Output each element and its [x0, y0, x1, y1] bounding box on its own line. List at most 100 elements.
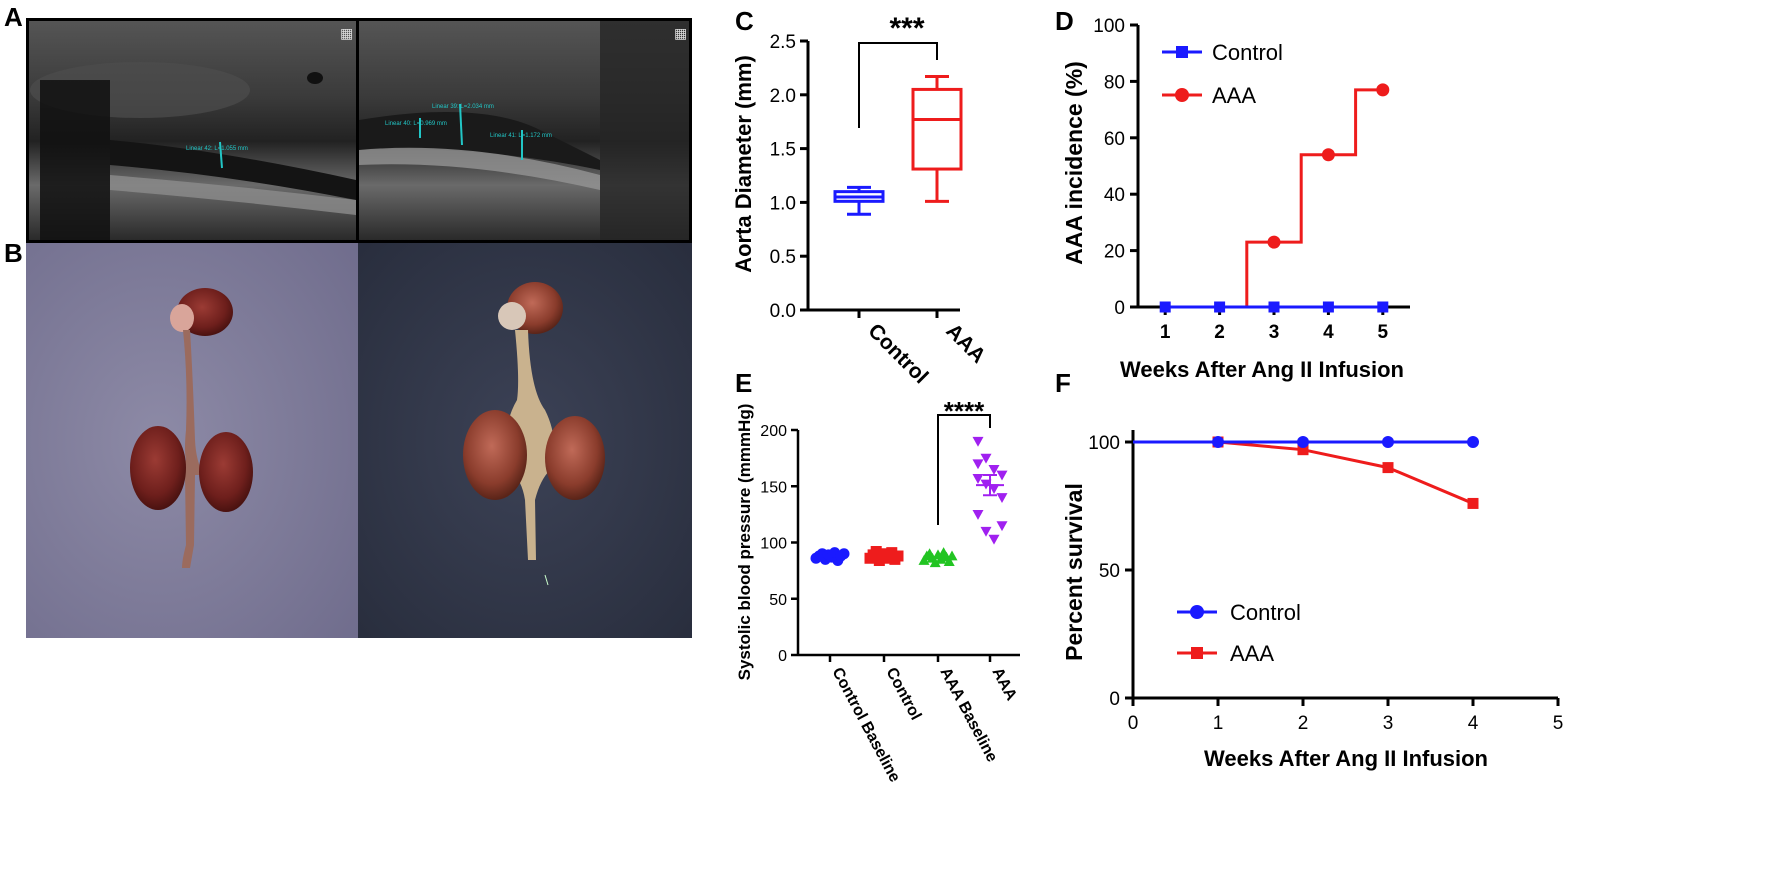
data-point-control	[1212, 436, 1224, 448]
ultrasound-right: Linear 40: L=0.969 mm Linear 39: L=2.034…	[359, 21, 689, 240]
x-tick-label: Control	[863, 319, 932, 388]
data-point-control	[1159, 301, 1171, 313]
panel-c: C Aorta Diameter (mm) 0.0 0.5 1.0 1.5 2.0 2.5…	[731, 6, 990, 388]
data-point	[988, 534, 1000, 545]
data-point	[972, 459, 984, 470]
x-tick-label: 3	[1269, 322, 1280, 343]
x-tick-label: 2	[1298, 713, 1309, 734]
y-tick-label: 150	[760, 479, 787, 496]
axes-f: 0 50 100 0 1 2 3 4 5	[1088, 430, 1563, 734]
x-axis-label-d: Weeks After Ang II Infusion	[1120, 357, 1404, 382]
x-tick-label: 2	[1214, 322, 1225, 343]
panel-label-a: A	[4, 2, 23, 32]
y-tick-label: 100	[1093, 16, 1125, 37]
data-point-aaa	[1376, 83, 1390, 97]
marks-c	[833, 42, 963, 216]
y-tick-label: 100	[1088, 433, 1120, 454]
panel-e: E Systolic blood pressure (mmmHg) 0 50 100…	[735, 368, 1020, 785]
y-tick-label: 80	[1104, 72, 1125, 93]
corner-icon: ▦	[340, 25, 353, 41]
data-point-control	[1322, 301, 1334, 313]
y-tick-label: 2.0	[770, 86, 796, 107]
data-point	[988, 484, 1000, 494]
y-tick-label: 100	[760, 536, 787, 553]
x-tick-label: 1	[1160, 322, 1171, 343]
legend-marker	[1191, 647, 1203, 659]
y-axis-label-f: Percent survival	[1061, 483, 1087, 661]
x-tick-label: 1	[1213, 713, 1224, 734]
legend-label: AAA	[1230, 641, 1274, 666]
panel-label-d: D	[1055, 6, 1074, 36]
data-point	[980, 453, 992, 464]
y-tick-label: 1.5	[770, 140, 796, 161]
y-tick-label: 2.5	[770, 32, 796, 53]
measurement-label: Linear 41: L=1.172 mm	[490, 133, 552, 139]
corner-icon: ▦	[674, 25, 687, 41]
x-tick-label: AAA	[941, 319, 989, 367]
y-tick-label: 40	[1104, 185, 1125, 206]
x-axis-label-f: Weeks After Ang II Infusion	[1204, 746, 1488, 771]
axes-c: 0.0 0.5 1.0 1.5 2.0 2.5 Control AAA	[770, 32, 990, 388]
panel-a: A Linear 42: L=1.055 mm ▦ Linear 40: L=0…	[4, 2, 692, 243]
panel-label-b: B	[4, 238, 23, 268]
legend-f: Control AAA	[1177, 600, 1301, 666]
data-point	[886, 547, 898, 559]
axes-d: 0 20 40 60 80 100 1 2 3 4 5	[1093, 16, 1410, 343]
marks-e	[810, 414, 1008, 568]
significance-c: ***	[889, 12, 924, 45]
data-point-aaa	[1382, 462, 1394, 474]
data-point	[929, 557, 941, 568]
y-axis-label-e: Systolic blood pressure (mmmHg)	[735, 404, 754, 681]
legend-label: Control	[1230, 600, 1301, 625]
x-tick-label: 5	[1553, 713, 1564, 734]
data-point-control	[1268, 301, 1280, 313]
legend-label: AAA	[1212, 83, 1256, 108]
data-point	[870, 546, 882, 557]
measurement-label: Linear 42: L=1.055 mm	[186, 146, 248, 152]
y-tick-label: 60	[1104, 129, 1125, 150]
data-point	[972, 509, 984, 520]
data-point-aaa	[1467, 497, 1479, 509]
data-point	[838, 548, 850, 560]
y-axis-label-c: Aorta Diameter (mm)	[731, 55, 756, 273]
data-point	[996, 493, 1008, 503]
x-tick-label: 4	[1468, 713, 1479, 734]
ultrasound-left: Linear 42: L=1.055 mm ▦	[29, 21, 356, 240]
significance-bracket	[858, 42, 938, 128]
panel-label-c: C	[735, 6, 754, 36]
legend-marker	[1175, 88, 1189, 102]
data-point-aaa	[1321, 148, 1335, 162]
marks-d	[1159, 83, 1390, 313]
y-tick-label: 0.5	[770, 247, 796, 268]
data-point-control	[1467, 436, 1479, 448]
data-point	[980, 526, 992, 537]
y-tick-label: 0	[1109, 689, 1120, 710]
x-tick-label: 3	[1383, 713, 1394, 734]
y-tick-label: 0.0	[770, 301, 796, 322]
y-tick-label: 20	[1104, 242, 1125, 263]
data-point	[996, 470, 1008, 481]
photo-control	[26, 243, 358, 638]
significance-e: ****	[944, 396, 985, 426]
x-tick-label: Control	[882, 665, 924, 723]
data-point	[988, 464, 1000, 475]
x-tick-label: 0	[1128, 713, 1139, 734]
panel-label-e: E	[735, 368, 752, 398]
panel-d: D AAA incidence (%) Weeks After Ang II I…	[1055, 6, 1410, 382]
data-point	[972, 436, 984, 447]
data-point-control	[1297, 436, 1309, 448]
panel-label-f: F	[1055, 368, 1071, 398]
significance-bracket	[937, 414, 991, 525]
panel-b: B	[4, 238, 692, 638]
y-tick-label: 50	[769, 592, 787, 609]
measurement-label: Linear 39: L=2.034 mm	[432, 104, 494, 110]
data-point	[972, 473, 984, 484]
legend-d: Control AAA	[1162, 40, 1283, 108]
data-point-control	[1382, 436, 1394, 448]
series-line-aaa	[1165, 88, 1383, 309]
y-tick-label: 200	[760, 423, 787, 440]
marks-f	[1133, 436, 1479, 509]
photo-aaa	[358, 243, 692, 638]
